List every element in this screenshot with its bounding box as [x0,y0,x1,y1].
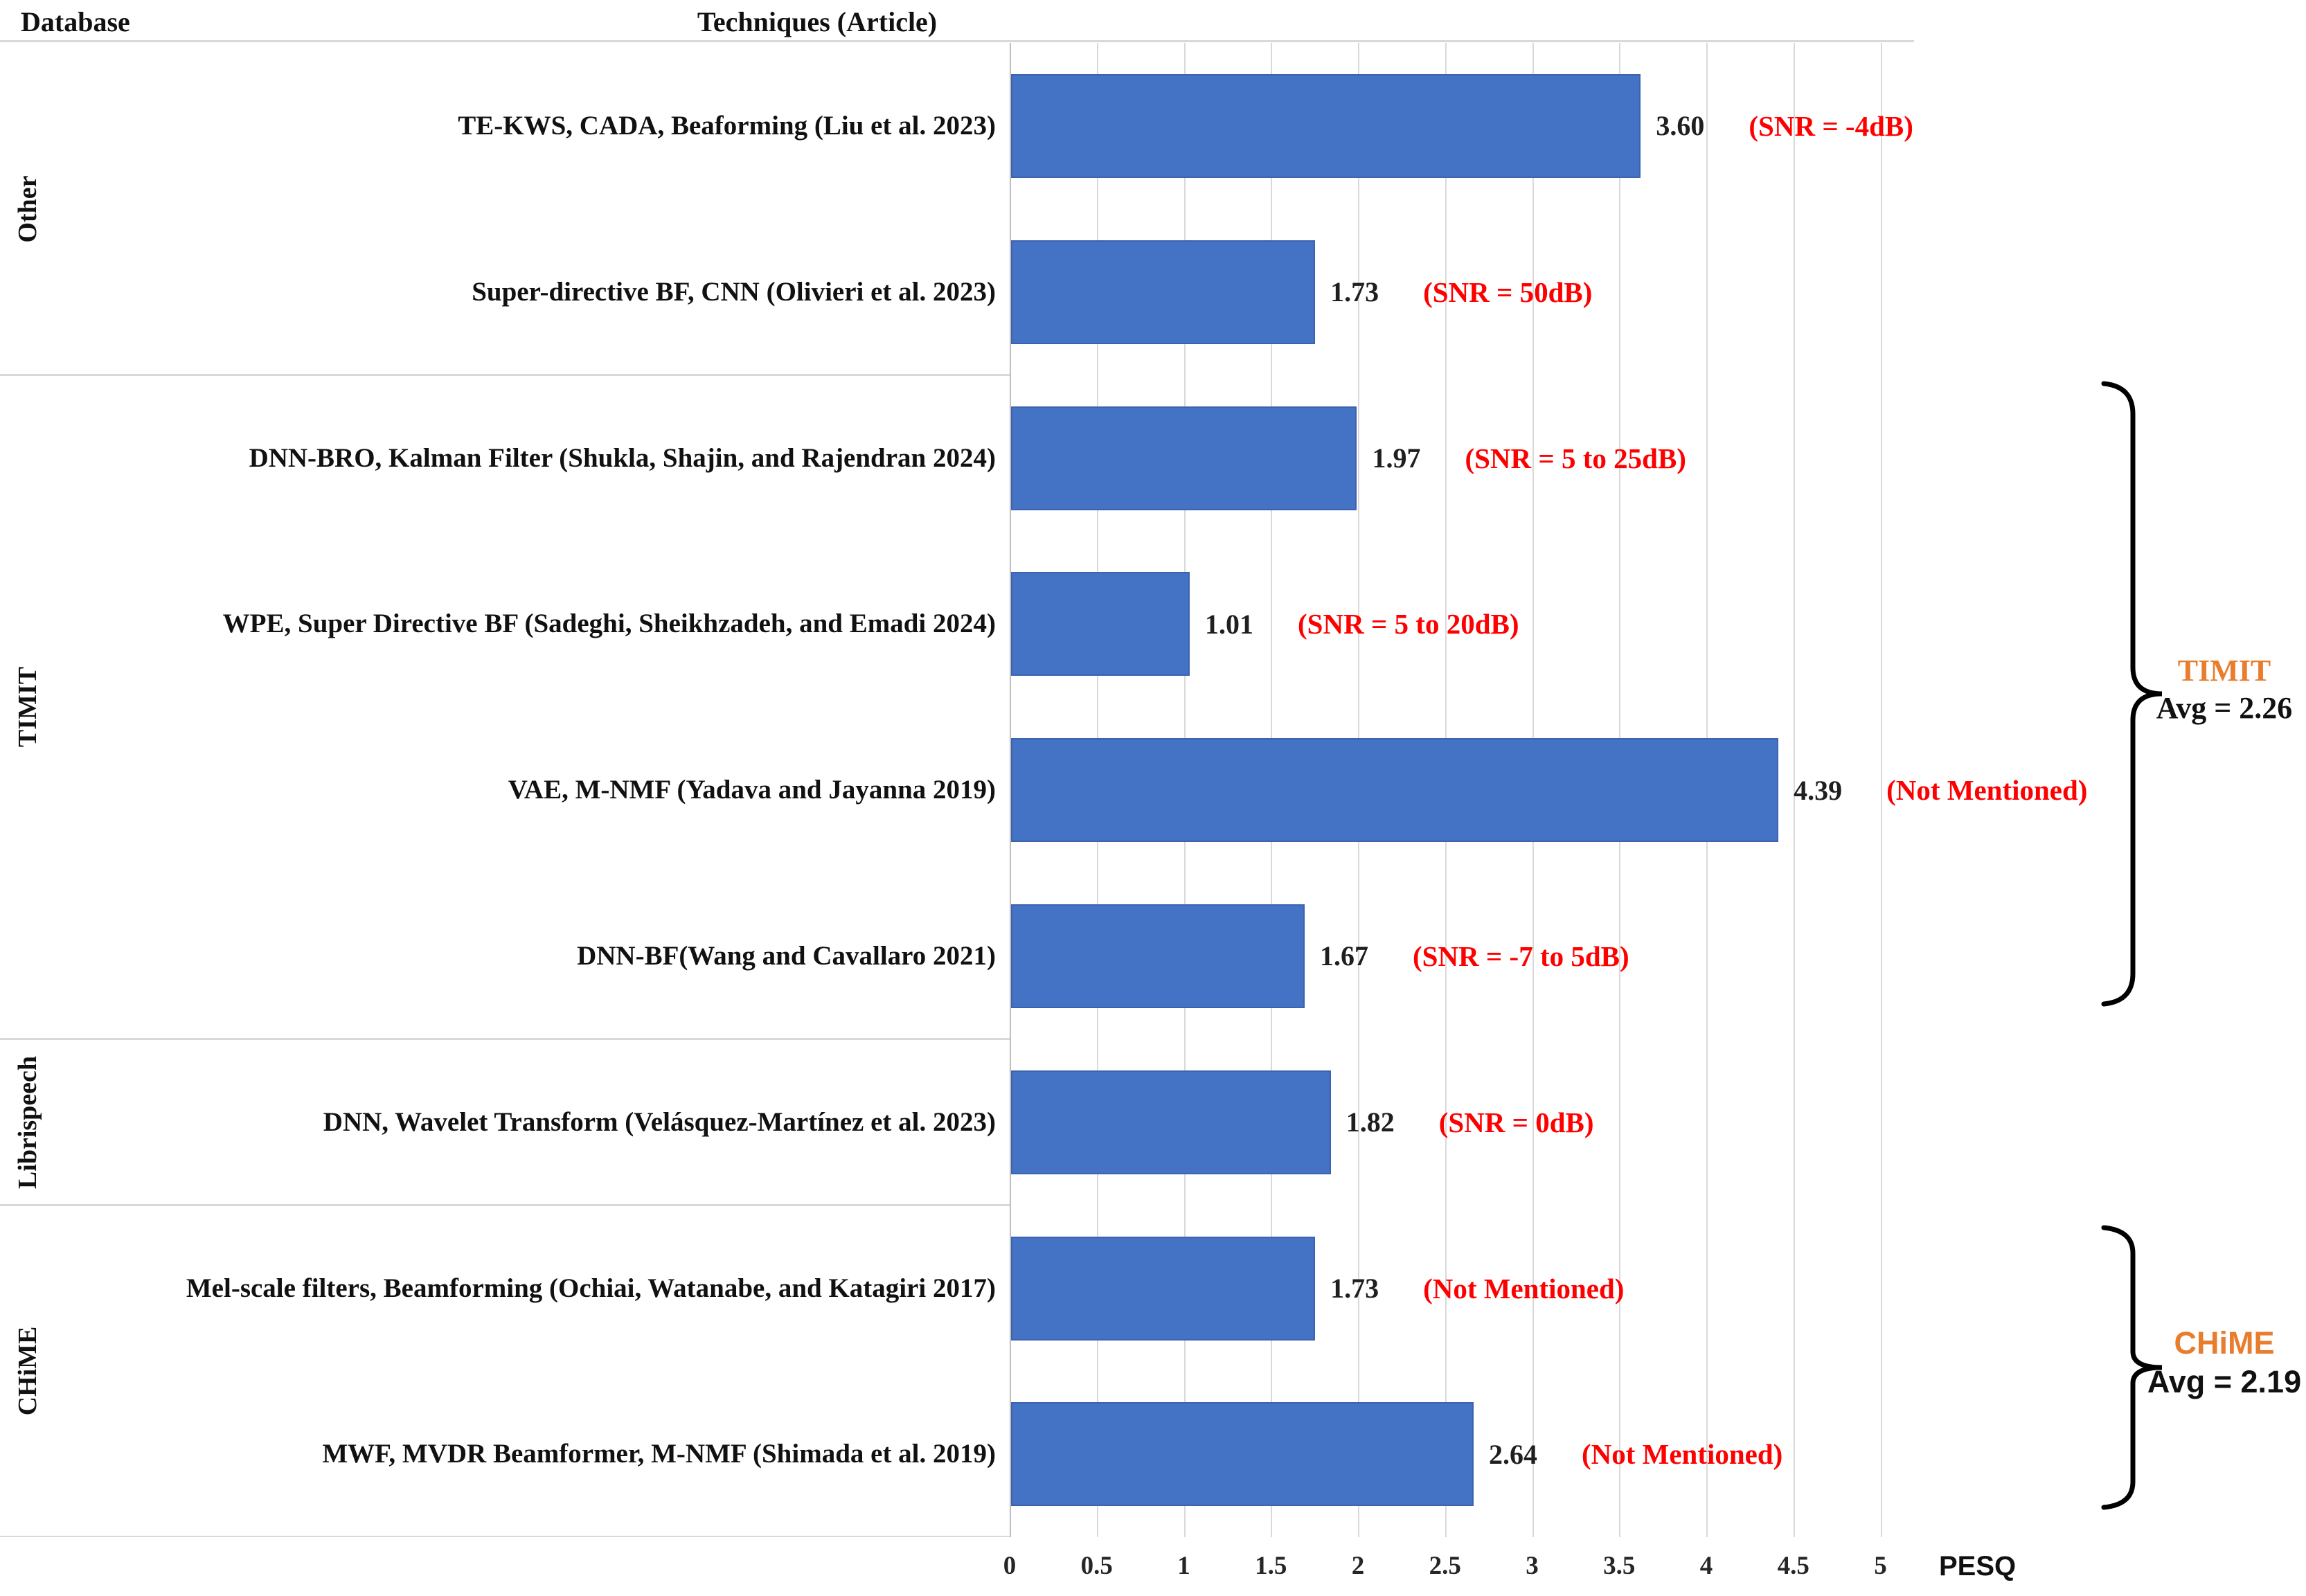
gridline-0 [1010,43,1011,1537]
chime-group-brace [2101,1225,2163,1510]
gridline-5 [1880,43,1882,1537]
bar-value: 2.64 [1488,1438,1537,1470]
bar-value: 3.60 [1656,110,1705,142]
snr-annotation: (Not Mentioned) [1423,1272,1625,1304]
chime-average: Avg = 2.19 [2147,1364,2302,1399]
pesq-bar [1011,406,1357,510]
category-label: Mel-scale filters, Beamforming (Ochiai, … [186,1273,996,1303]
database-column-header: Database [21,6,130,37]
bar-value: 1.01 [1205,608,1253,640]
divider-timit-librispeech [0,1038,1011,1040]
category-label: TE-KWS, CADA, Beaforming (Liu et al. 202… [458,110,996,141]
category-label: MWF, MVDR Beamformer, M-NMF (Shimada et … [322,1439,996,1469]
snr-annotation: (SNR = 5 to 20dB) [1298,608,1519,640]
label-column-bottom-border [0,1536,1011,1537]
timit-average: Avg = 2.26 [2156,691,2293,725]
snr-annotation: (SNR = -4dB) [1749,109,1913,142]
snr-annotation: (SNR = 50dB) [1423,276,1593,308]
x-tick: 4.5 [1777,1552,1809,1580]
timit-title: TIMIT [2177,654,2271,688]
x-tick: 0.5 [1080,1552,1113,1580]
bar-row: 2.64 (Not Mentioned) [1011,1402,2306,1507]
pesq-bar [1011,572,1190,676]
group-label-chime: CHiME [13,1326,42,1416]
x-tick: 2.5 [1429,1552,1461,1580]
x-tick: 1 [1177,1552,1190,1580]
bar-row: 4.39 (Not Mentioned) [1011,738,2306,843]
bar-value: 1.73 [1330,276,1379,308]
pesq-bar [1011,904,1305,1008]
bar-row: 1.73 (Not Mentioned) [1011,1236,2306,1341]
snr-annotation: (Not Mentioned) [1886,774,2088,807]
pesq-bar [1011,1070,1331,1174]
chime-average-annotation: CHiME Avg = 2.19 [2141,1324,2306,1401]
snr-annotation: (Not Mentioned) [1581,1438,1783,1471]
gridline-4_5 [1793,43,1795,1537]
bar-value: 4.39 [1794,774,1843,806]
category-label: WPE, Super Directive BF (Sadeghi, Sheikh… [222,609,996,639]
pesq-bar [1011,240,1316,344]
bar-row: 3.60 (SNR = -4dB) [1011,73,2306,178]
x-tick: 4 [1699,1552,1713,1580]
header-underline [0,40,1914,42]
x-tick: 3.5 [1603,1552,1636,1580]
techniques-column-header: Techniques (Article) [697,6,938,37]
category-label: DNN-BF(Wang and Cavallaro 2021) [577,940,996,971]
bar-row: 1.67 (SNR = -7 to 5dB) [1011,904,2306,1008]
bar-value: 1.82 [1346,1106,1395,1138]
x-tick: 0 [1003,1552,1017,1580]
bar-row: 1.01 (SNR = 5 to 20dB) [1011,572,2306,676]
divider-other-timit [0,374,1011,376]
category-label: DNN, Wavelet Transform (Velásquez-Martín… [323,1106,996,1137]
bar-row: 1.82 (SNR = 0dB) [1011,1070,2306,1174]
x-axis-title: PESQ [1939,1551,2017,1581]
bar-row: 1.97 (SNR = 5 to 25dB) [1011,406,2306,510]
chime-title: CHiME [2174,1325,2275,1361]
pesq-bar [1011,73,1641,178]
group-label-other: Other [13,175,42,243]
timit-average-annotation: TIMIT Avg = 2.26 [2141,652,2306,727]
pesq-bar [1011,738,1779,843]
pesq-bar [1011,1402,1474,1507]
x-tick: 2 [1351,1552,1365,1580]
snr-annotation: (SNR = 0dB) [1438,1106,1594,1138]
bar-value: 1.97 [1372,442,1421,474]
x-tick: 1.5 [1255,1552,1287,1580]
bar-value: 1.67 [1320,940,1368,972]
timit-group-brace [2101,381,2163,1007]
bar-row: 1.73 (SNR = 50dB) [1011,240,2306,344]
x-tick: 5 [1874,1552,1887,1580]
category-label: DNN-BRO, Kalman Filter (Shukla, Shajin, … [249,442,996,473]
bar-value: 1.73 [1330,1273,1379,1304]
group-label-timit: TIMIT [13,666,42,748]
pesq-bar [1011,1236,1316,1341]
divider-librispeech-chime [0,1204,1011,1206]
snr-annotation: (SNR = -7 to 5dB) [1413,940,1629,972]
category-label: VAE, M-NMF (Yadava and Jayanna 2019) [508,775,996,805]
category-label: Super-directive BF, CNN (Olivieri et al.… [472,276,996,307]
x-tick: 3 [1526,1552,1539,1580]
snr-annotation: (SNR = 5 to 25dB) [1465,442,1686,474]
